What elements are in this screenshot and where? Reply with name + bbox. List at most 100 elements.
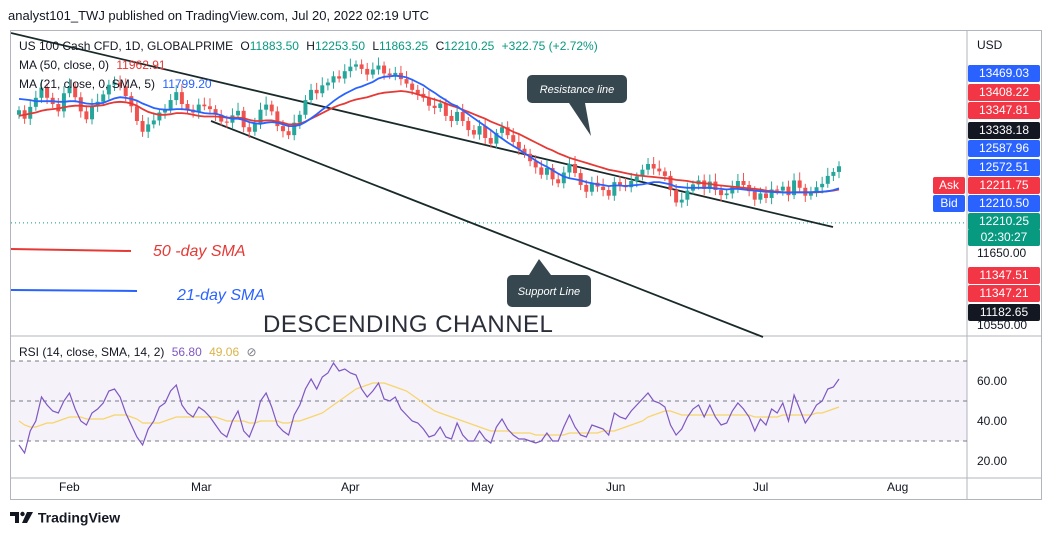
candle-body: [735, 181, 740, 187]
candle-body: [792, 180, 797, 196]
price-tag-text: 02:30:27: [981, 230, 1028, 244]
candle-body: [410, 83, 415, 90]
price-tag-text: 12210.50: [979, 196, 1029, 210]
close-value: 12210.25: [444, 39, 495, 53]
candle-body: [500, 127, 505, 133]
candle-body: [780, 186, 785, 191]
candle-body: [578, 173, 583, 185]
sma21-annotation: 21-day SMA: [177, 287, 266, 304]
candle-body: [460, 111, 465, 121]
quote-label-box: [933, 177, 965, 194]
price-tag-box: [968, 177, 1040, 194]
candle-body: [140, 121, 145, 132]
price-tag-box: [968, 213, 1040, 230]
support-callout-box: [507, 275, 591, 307]
tradingview-brand: TradingView: [37, 509, 121, 526]
candle-body: [185, 104, 190, 110]
candle-body: [39, 87, 44, 98]
tradingview-logo-icon: [10, 512, 33, 524]
candle-body: [325, 82, 330, 86]
change-value: +322.75 (+2.72%): [501, 39, 598, 53]
candle-body: [382, 65, 387, 74]
rsi-label: RSI (14, close, SMA, 14, 2): [19, 345, 165, 359]
candle-body: [432, 105, 437, 108]
price-tag-box: [968, 84, 1040, 101]
candle-body: [763, 193, 768, 198]
ma21-legend: MA (21, close, 0, SMA, 5) 11799.20: [19, 77, 216, 91]
candle-body: [286, 131, 291, 136]
candle-body: [292, 122, 297, 136]
resistance-callout-box: [527, 75, 627, 103]
rsi-tick-label: 20.00: [977, 454, 1007, 468]
candle-body: [707, 181, 712, 189]
candle-body: [393, 72, 398, 76]
candle-body: [258, 109, 263, 124]
candle-body: [90, 105, 95, 120]
rsi-sma-line: [18, 382, 840, 436]
candle-body: [657, 168, 662, 172]
close-label: C: [435, 39, 445, 53]
candle-body: [404, 79, 409, 84]
low-value: 11863.25: [379, 39, 429, 53]
candle-body: [494, 132, 499, 144]
candle-body: [752, 191, 757, 200]
time-tick-label: Jul: [753, 480, 768, 494]
rsi-legend: RSI (14, close, SMA, 14, 2) 56.80 49.06 …: [19, 345, 261, 359]
candle-body: [556, 179, 561, 184]
candle-body: [427, 97, 431, 106]
rsi-value: 56.80: [171, 345, 202, 359]
candle-body: [174, 92, 179, 101]
tradingview-footer[interactable]: TradingView: [10, 508, 120, 530]
candle-body: [522, 148, 527, 154]
symbol-name: US 100 Cash CFD, 1D, GLOBALPRIME: [19, 39, 234, 53]
high-label: H: [306, 39, 315, 53]
candle-body: [488, 137, 493, 144]
candle-body: [797, 180, 802, 188]
candle-body: [163, 109, 168, 113]
candle-body: [533, 161, 538, 168]
candle-body: [567, 164, 572, 173]
candle-body: [202, 104, 207, 107]
price-tag-text: 13338.18: [979, 123, 1029, 137]
sma21-legend-line: [11, 289, 138, 292]
candle-body: [196, 104, 201, 113]
candle-body: [634, 176, 639, 181]
candle-body: [134, 106, 139, 121]
candle-body: [449, 115, 454, 121]
candle-body: [33, 97, 38, 107]
candle-body: [629, 181, 634, 188]
high-value: 12253.50: [314, 39, 366, 53]
price-tag-box: [968, 304, 1040, 321]
support-callout: Support Line: [507, 259, 591, 307]
chart-canvas[interactable]: Resistance line Support Line USD 13469.03 13…: [11, 31, 1041, 499]
candle-body: [825, 175, 830, 184]
candle-body: [314, 89, 319, 94]
candle-body: [640, 169, 645, 177]
price-tag-box: [968, 267, 1040, 284]
candle-body: [758, 193, 763, 200]
candle-body: [668, 175, 673, 191]
candle-body: [73, 86, 78, 98]
rsi-tick-label: 40.00: [977, 414, 1007, 428]
candle-body: [617, 182, 622, 185]
candle-body: [730, 186, 735, 194]
currency-label: USD: [977, 38, 1003, 52]
price-tag-box: [968, 229, 1040, 246]
ma50-legend: MA (50, close, 0) 11962.91: [19, 58, 170, 72]
candle-body: [123, 86, 128, 97]
candle-body: [236, 110, 241, 116]
support-callout-pointer: [529, 259, 551, 275]
candle-body: [662, 171, 667, 176]
price-tag-text: 13408.22: [979, 85, 1029, 99]
chart-frame[interactable]: Resistance line Support Line USD 13469.03 13…: [10, 30, 1042, 500]
candle-body: [719, 190, 724, 196]
visibility-icon[interactable]: ⊘: [246, 345, 257, 359]
candle-body: [67, 86, 72, 94]
candle-body: [471, 130, 476, 135]
candle-body: [477, 126, 482, 135]
candle-body: [342, 71, 347, 79]
candle-body: [466, 121, 471, 131]
price-tag-box: [968, 122, 1040, 139]
candle-body: [438, 103, 443, 108]
candle-body: [769, 189, 774, 198]
